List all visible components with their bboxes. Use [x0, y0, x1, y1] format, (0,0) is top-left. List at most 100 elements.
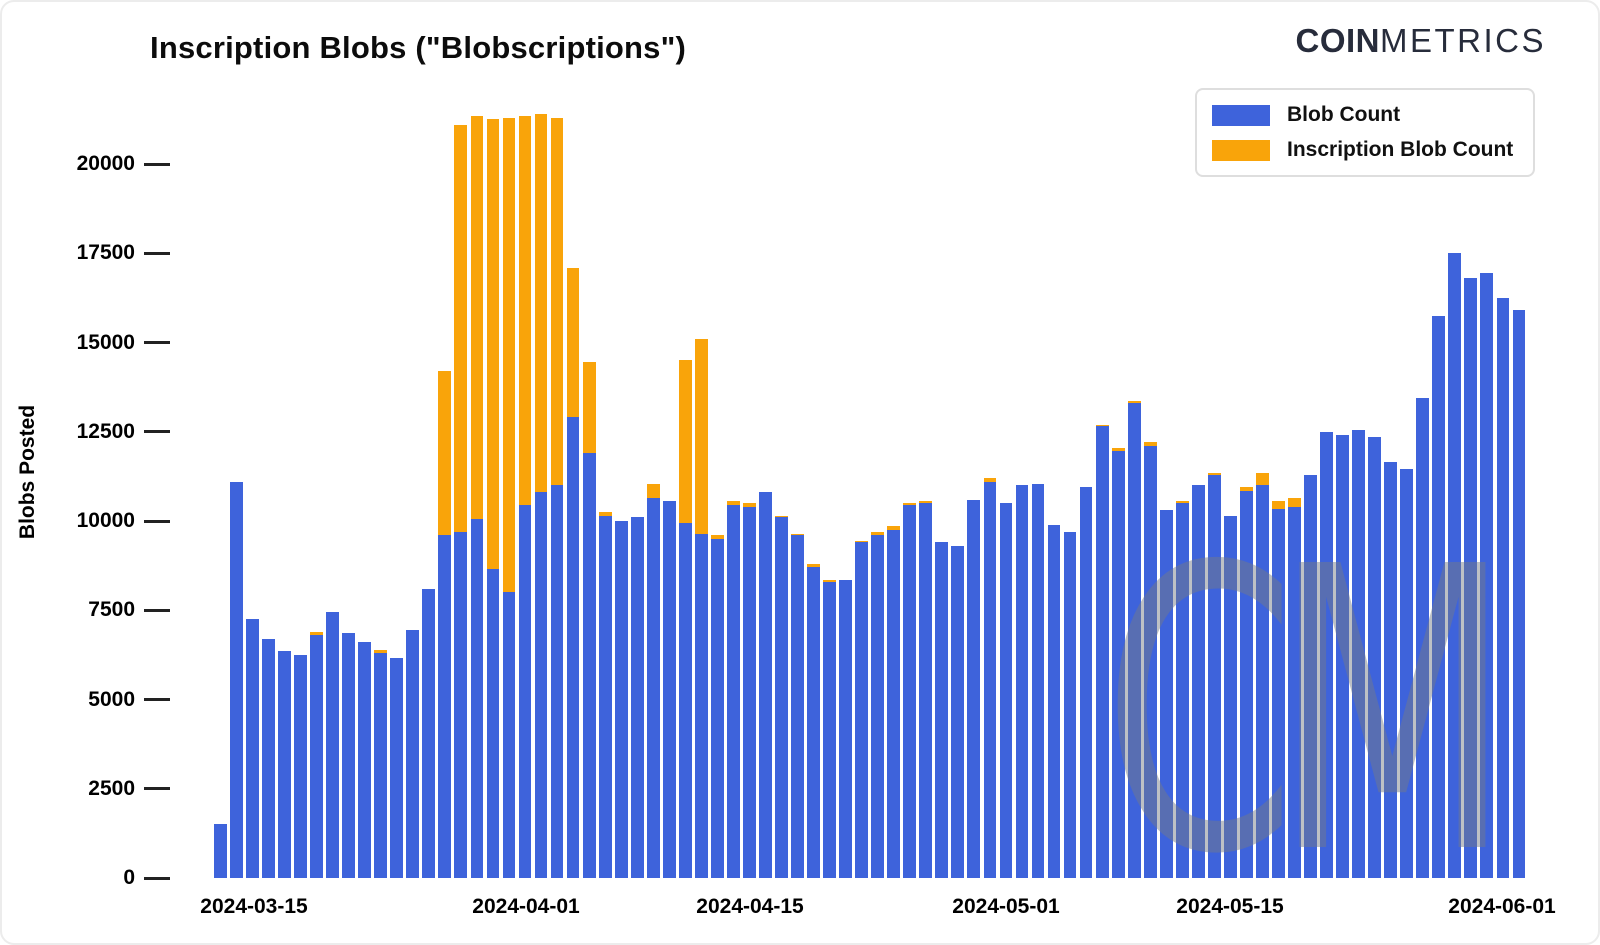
- bar[interactable]: [1015, 485, 1029, 878]
- bar[interactable]: [903, 503, 917, 878]
- inscription-blob-segment: [486, 119, 500, 570]
- bar[interactable]: [518, 115, 532, 878]
- bar[interactable]: [406, 629, 420, 878]
- bar[interactable]: [919, 501, 933, 878]
- bar[interactable]: [791, 533, 804, 878]
- bar[interactable]: [646, 483, 660, 878]
- bar[interactable]: [839, 579, 853, 878]
- bar[interactable]: [1288, 497, 1301, 878]
- bar[interactable]: [630, 517, 644, 878]
- bar[interactable]: [1159, 510, 1173, 878]
- bar[interactable]: [710, 535, 724, 878]
- legend-item-blob-count[interactable]: Blob Count: [1212, 103, 1513, 127]
- bar[interactable]: [1400, 469, 1414, 878]
- bar[interactable]: [1368, 437, 1382, 878]
- bar[interactable]: [1416, 397, 1430, 878]
- legend-item-inscription-blob-count[interactable]: Inscription Blob Count: [1212, 138, 1513, 162]
- bar[interactable]: [1207, 472, 1221, 878]
- bar[interactable]: [807, 563, 820, 878]
- bar[interactable]: [1256, 472, 1269, 878]
- bar[interactable]: [374, 649, 388, 878]
- blob-segment: [1223, 515, 1237, 878]
- bar[interactable]: [422, 588, 436, 878]
- bar[interactable]: [342, 633, 356, 878]
- bar[interactable]: [486, 119, 500, 878]
- bar[interactable]: [1079, 487, 1093, 878]
- inscription-blob-segment: [791, 533, 804, 536]
- bar[interactable]: [294, 654, 307, 878]
- bar[interactable]: [727, 501, 740, 878]
- bar[interactable]: [438, 371, 452, 878]
- bar[interactable]: [582, 362, 596, 878]
- bar[interactable]: [823, 579, 836, 878]
- bar[interactable]: [775, 515, 788, 878]
- blob-segment: [582, 453, 596, 878]
- bar[interactable]: [1512, 310, 1526, 878]
- bar[interactable]: [470, 115, 484, 878]
- bar[interactable]: [550, 117, 564, 878]
- bar[interactable]: [358, 642, 372, 878]
- bar[interactable]: [1223, 515, 1237, 878]
- y-tick-mark: [144, 162, 170, 166]
- bar[interactable]: [951, 546, 965, 878]
- bar[interactable]: [262, 638, 275, 878]
- bar[interactable]: [1143, 442, 1157, 878]
- bar[interactable]: [598, 512, 612, 878]
- bar[interactable]: [999, 503, 1013, 878]
- bar[interactable]: [694, 338, 708, 878]
- bar[interactable]: [1352, 429, 1366, 878]
- blob-segment: [1320, 431, 1333, 878]
- bar[interactable]: [855, 540, 869, 878]
- bar[interactable]: [1095, 424, 1109, 878]
- bar[interactable]: [246, 619, 259, 878]
- bar[interactable]: [1240, 487, 1253, 878]
- bar[interactable]: [1111, 447, 1125, 878]
- logo-coin: COIN: [1295, 22, 1380, 59]
- y-tick-mark: [144, 430, 170, 434]
- bar[interactable]: [534, 114, 548, 878]
- bar[interactable]: [502, 117, 516, 878]
- blob-segment: [310, 635, 323, 878]
- chart-title: Inscription Blobs ("Blobscriptions"): [150, 30, 687, 65]
- bar[interactable]: [614, 521, 628, 878]
- bar[interactable]: [1063, 531, 1077, 878]
- bar[interactable]: [935, 542, 949, 878]
- bar[interactable]: [230, 481, 243, 878]
- bar[interactable]: [1304, 474, 1317, 878]
- bar[interactable]: [1031, 483, 1045, 878]
- inscription-blob-segment: [1111, 447, 1125, 452]
- bar[interactable]: [1464, 278, 1478, 878]
- bar[interactable]: [887, 526, 901, 878]
- bar[interactable]: [662, 501, 676, 878]
- bar[interactable]: [1320, 431, 1333, 878]
- bar[interactable]: [566, 267, 580, 878]
- bar[interactable]: [1191, 485, 1205, 878]
- bar[interactable]: [1336, 435, 1349, 878]
- bar[interactable]: [1432, 315, 1446, 878]
- legend-label: Blob Count: [1287, 103, 1401, 126]
- blob-segment: [1095, 426, 1109, 878]
- bar[interactable]: [310, 631, 323, 878]
- bar[interactable]: [1047, 524, 1061, 878]
- bar[interactable]: [871, 531, 885, 878]
- y-tick: 2500: [2, 777, 170, 801]
- bar[interactable]: [1480, 272, 1494, 878]
- bar[interactable]: [214, 824, 227, 878]
- bar[interactable]: [278, 651, 291, 878]
- bar[interactable]: [1496, 297, 1510, 878]
- bar[interactable]: [1175, 501, 1189, 878]
- bar[interactable]: [1272, 501, 1285, 878]
- bar[interactable]: [1384, 462, 1398, 878]
- y-tick-label: 2500: [88, 776, 135, 800]
- bar[interactable]: [678, 360, 692, 878]
- legend-label: Inscription Blob Count: [1287, 138, 1514, 161]
- bar[interactable]: [454, 124, 468, 878]
- bar[interactable]: [1127, 401, 1141, 878]
- bar[interactable]: [983, 478, 997, 878]
- bar[interactable]: [1448, 253, 1462, 878]
- bar[interactable]: [743, 503, 756, 878]
- bar[interactable]: [759, 492, 772, 878]
- bar[interactable]: [967, 499, 981, 878]
- bar[interactable]: [390, 658, 404, 878]
- bar[interactable]: [326, 612, 340, 878]
